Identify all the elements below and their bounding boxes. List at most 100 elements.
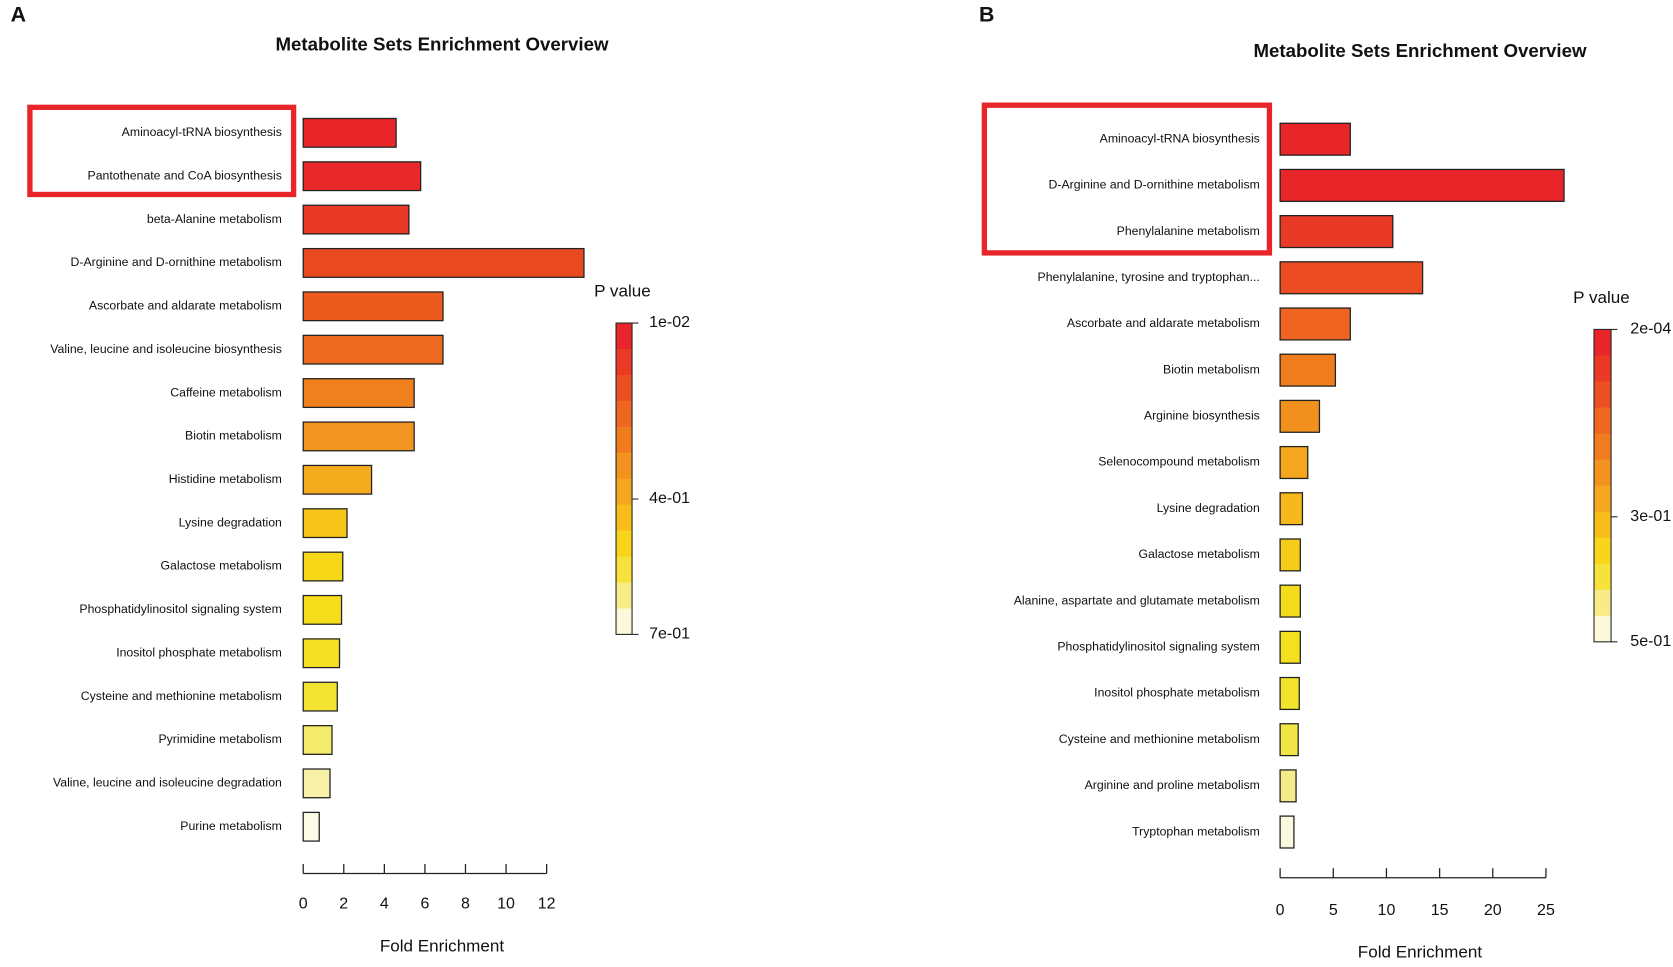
category-label: Ascorbate and aldarate metabolism	[89, 299, 282, 313]
bar	[1279, 815, 1295, 849]
colorbar-band	[1593, 329, 1612, 356]
x-tick-label: 5	[1329, 902, 1338, 919]
bar	[1279, 168, 1565, 202]
colorbar-band	[616, 556, 633, 584]
colorbar-frame	[1593, 328, 1612, 643]
category-label: Aminoacyl-tRNA biosynthesis	[1100, 131, 1260, 145]
bar	[1279, 215, 1394, 249]
x-tick-label: 8	[461, 896, 470, 913]
category-label: Caffeine metabolism	[170, 385, 282, 399]
bar	[302, 768, 331, 799]
colorbar-band	[1593, 563, 1612, 591]
x-tick-label: 25	[1537, 902, 1555, 919]
bar	[302, 117, 397, 148]
colorbar-band	[1593, 459, 1612, 487]
x-tick-label: 15	[1431, 902, 1449, 919]
colorbar-band	[616, 426, 633, 454]
colorbar-band	[616, 400, 633, 428]
x-tick-label: 4	[380, 896, 389, 913]
colorbar-band	[616, 452, 633, 480]
category-label: Phenylalanine metabolism	[1117, 224, 1260, 238]
bar	[302, 161, 422, 192]
colorbar-band	[1593, 355, 1612, 383]
bar	[1279, 538, 1301, 572]
bar	[302, 204, 410, 235]
category-label: Lysine degradation	[179, 515, 282, 529]
bar	[1279, 399, 1321, 433]
colorbar-band	[1593, 511, 1612, 539]
bar	[302, 508, 348, 539]
category-label: Valine, leucine and isoleucine biosynthe…	[50, 342, 282, 356]
colorbar-tick-label: 7e-01	[649, 626, 690, 643]
category-label: Selenocompound metabolism	[1098, 455, 1260, 469]
x-tick-label: 12	[538, 896, 556, 913]
bar	[1279, 261, 1424, 295]
bar	[302, 334, 444, 365]
category-label: Pantothenate and CoA biosynthesis	[88, 168, 282, 182]
x-tick-label: 0	[299, 896, 308, 913]
category-label: Purine metabolism	[180, 819, 282, 833]
bar	[302, 638, 341, 669]
colorbar-band	[1593, 537, 1612, 565]
category-label: Ascorbate and aldarate metabolism	[1067, 316, 1260, 330]
category-label: D-Arginine and D-ornithine metabolism	[1049, 178, 1260, 192]
colorbar-band	[616, 323, 633, 350]
bar	[302, 378, 415, 409]
bar	[1279, 307, 1351, 341]
category-label: Tryptophan metabolism	[1132, 824, 1260, 838]
bar	[1279, 630, 1301, 664]
x-axis-title: Fold Enrichment	[380, 936, 505, 955]
category-label: Lysine degradation	[1157, 501, 1260, 515]
bar	[302, 421, 415, 452]
category-label: Cysteine and methionine metabolism	[81, 689, 282, 703]
bar	[1279, 769, 1297, 803]
x-tick-label: 10	[1378, 902, 1396, 919]
colorbar-band	[616, 582, 633, 609]
colorbar-band	[616, 374, 633, 402]
category-label: Phosphatidylinositol signaling system	[79, 602, 281, 616]
x-tick-label: 2	[339, 896, 348, 913]
colorbar-band	[616, 608, 633, 635]
colorbar-tick-label: 1e-02	[649, 314, 690, 331]
bar	[1279, 122, 1351, 156]
category-label: Arginine biosynthesis	[1144, 409, 1260, 423]
colorbar-band	[616, 348, 633, 376]
bar	[1279, 492, 1304, 526]
colorbar-band	[616, 530, 633, 558]
colorbar-tick-label: 4e-01	[649, 490, 690, 507]
category-label: Galactose metabolism	[161, 559, 282, 573]
colorbar-title: P value	[594, 282, 651, 301]
bar	[302, 551, 344, 582]
bar	[302, 681, 338, 712]
x-tick-label: 6	[420, 896, 429, 913]
category-label: Aminoacyl-tRNA biosynthesis	[122, 125, 282, 139]
panel-label: A	[11, 3, 26, 27]
category-label: Phenylalanine, tyrosine and tryptophan..…	[1038, 270, 1260, 284]
category-label: beta-Alanine metabolism	[147, 212, 282, 226]
chart-title: Metabolite Sets Enrichment Overview	[275, 34, 609, 55]
category-label: Pyrimidine metabolism	[159, 732, 282, 746]
x-tick-label: 0	[1276, 902, 1285, 919]
category-label: Biotin metabolism	[185, 429, 282, 443]
category-label: Galactose metabolism	[1138, 547, 1259, 561]
colorbar-frame	[615, 322, 633, 635]
bar	[302, 291, 444, 322]
x-tick-label: 20	[1484, 902, 1502, 919]
colorbar-band	[1593, 485, 1612, 513]
bar	[302, 594, 343, 625]
highlight-box	[27, 104, 297, 198]
highlight-box	[981, 102, 1273, 256]
category-label: Biotin metabolism	[1163, 362, 1260, 376]
category-label: Phosphatidylinositol signaling system	[1057, 640, 1259, 654]
colorbar-band	[616, 504, 633, 532]
colorbar-band	[1593, 433, 1612, 461]
category-label: Histidine metabolism	[169, 472, 282, 486]
colorbar-tick-label: 3e-01	[1630, 508, 1671, 525]
panel-label: B	[979, 3, 994, 27]
category-label: D-Arginine and D-ornithine metabolism	[71, 255, 282, 269]
bar	[302, 464, 373, 495]
bar	[1279, 723, 1299, 757]
bar	[302, 725, 333, 755]
colorbar-band	[1593, 407, 1612, 435]
